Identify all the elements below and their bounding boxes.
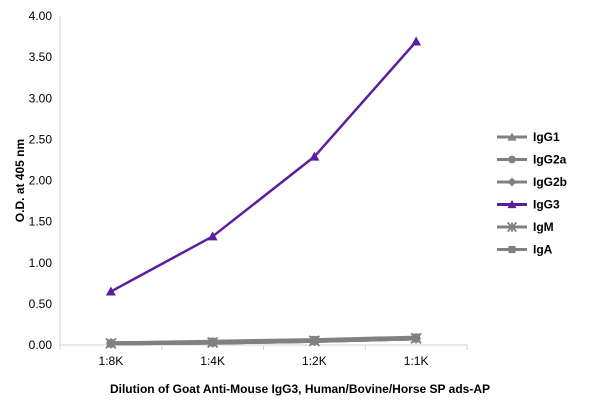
y-tick-label: 2.00 <box>29 174 53 188</box>
legend-label: IgG3 <box>533 198 560 212</box>
data-point-igg3 <box>105 286 116 296</box>
y-tick-label: 2.50 <box>29 132 53 146</box>
legend-item-igm: IgM <box>497 220 554 234</box>
x-tick-label: 1:2K <box>302 354 327 368</box>
y-tick-labels: 0.00 0.50 1.00 1.50 2.00 2.50 3.00 3.50 4.00 <box>29 9 53 352</box>
legend-marker <box>508 155 516 164</box>
plot-area <box>105 36 422 349</box>
y-tick-label: 0.00 <box>29 338 53 352</box>
legend-label: IgG2a <box>533 153 567 167</box>
x-tick-label: 1:4K <box>200 354 225 368</box>
legend-label: IgM <box>533 220 554 234</box>
legend-item-igg2a: IgG2a <box>497 153 567 167</box>
legend-marker <box>507 200 517 209</box>
y-tick-label: 1.00 <box>29 256 53 270</box>
data-point-iga <box>106 339 115 348</box>
x-axis: 1:8K 1:4K 1:2K 1:1K <box>59 344 468 368</box>
series-igg3 <box>105 36 422 296</box>
x-tick-labels: 1:8K 1:4K 1:2K 1:1K <box>59 345 468 368</box>
data-point-iga <box>412 333 421 342</box>
legend-item-iga: IgA <box>497 243 553 257</box>
data-point-igg3 <box>411 36 422 46</box>
legend-marker <box>508 245 516 254</box>
data-point-igg3 <box>207 231 218 241</box>
x-tick-label: 1:1K <box>404 354 429 368</box>
series-line-iga <box>110 335 417 346</box>
legend-label: IgA <box>533 243 553 257</box>
y-tick-label: 0.50 <box>29 297 53 311</box>
y-axis-title: O.D. at 405 nm <box>13 139 27 222</box>
x-tick-label: 1:8K <box>99 354 124 368</box>
legend-item-igg2b: IgG2b <box>497 175 567 189</box>
legend-marker <box>506 221 518 233</box>
series-line-igg3 <box>110 40 418 293</box>
legend-label: IgG2b <box>533 175 567 189</box>
data-point-igg3 <box>309 151 320 161</box>
y-tick-label: 1.50 <box>29 215 53 229</box>
legend-item-igg1: IgG1 <box>497 130 560 144</box>
y-tick-label: 3.50 <box>29 50 53 64</box>
x-axis-title: Dilution of Goat Anti-Mouse IgG3, Human/… <box>110 382 490 396</box>
legend-marker <box>507 177 517 187</box>
legend-marker <box>507 132 517 141</box>
y-tick-label: 4.00 <box>29 9 53 23</box>
data-point-iga <box>208 337 217 346</box>
legend: IgG1 IgG2a IgG2b IgG3 IgM IgA <box>497 130 567 257</box>
series-iga <box>106 333 421 348</box>
y-axis: 0.00 0.50 1.00 1.50 2.00 2.50 3.00 3.50 4.00 <box>29 9 61 352</box>
data-point-iga <box>310 336 319 345</box>
y-tick-label: 3.00 <box>29 91 53 105</box>
legend-label: IgG1 <box>533 130 560 144</box>
legend-item-igg3: IgG3 <box>497 198 560 212</box>
